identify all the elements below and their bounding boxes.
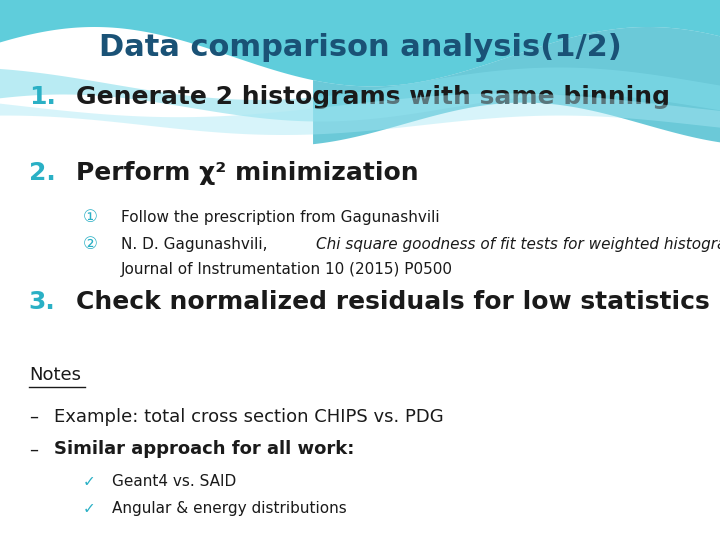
Text: Follow the prescription from Gagunashvili: Follow the prescription from Gagunashvil… bbox=[121, 210, 440, 225]
Text: Generate 2 histograms with same binning: Generate 2 histograms with same binning bbox=[76, 85, 670, 109]
Text: ②: ② bbox=[83, 235, 98, 253]
Polygon shape bbox=[0, 68, 720, 122]
Text: 1.: 1. bbox=[29, 85, 55, 109]
Text: Example: total cross section CHIPS vs. PDG: Example: total cross section CHIPS vs. P… bbox=[54, 408, 444, 426]
Text: N. D. Gagunashvili,: N. D. Gagunashvili, bbox=[121, 237, 272, 252]
Text: Journal of Instrumentation 10 (2015) P0500: Journal of Instrumentation 10 (2015) P05… bbox=[121, 262, 453, 277]
Text: –: – bbox=[29, 440, 37, 458]
Text: –: – bbox=[29, 408, 37, 426]
Text: ①: ① bbox=[83, 208, 98, 226]
Text: Angular & energy distributions: Angular & energy distributions bbox=[112, 501, 346, 516]
Text: ✓: ✓ bbox=[83, 501, 96, 516]
Text: Notes: Notes bbox=[29, 366, 81, 384]
Polygon shape bbox=[313, 27, 720, 144]
Text: 2.: 2. bbox=[29, 161, 55, 185]
Text: Similar approach for all work:: Similar approach for all work: bbox=[54, 440, 354, 458]
Text: Perform χ² minimization: Perform χ² minimization bbox=[76, 161, 418, 185]
Polygon shape bbox=[0, 93, 720, 135]
Text: Data comparison analysis(1/2): Data comparison analysis(1/2) bbox=[99, 33, 621, 62]
Text: Check normalized residuals for low statistics issue: Check normalized residuals for low stati… bbox=[76, 291, 720, 314]
Text: Chi square goodness of fit tests for weighted histograms: Chi square goodness of fit tests for wei… bbox=[316, 237, 720, 252]
Text: 3.: 3. bbox=[29, 291, 55, 314]
Text: Geant4 vs. SAID: Geant4 vs. SAID bbox=[112, 474, 236, 489]
Polygon shape bbox=[0, 0, 720, 86]
Text: ✓: ✓ bbox=[83, 474, 96, 489]
